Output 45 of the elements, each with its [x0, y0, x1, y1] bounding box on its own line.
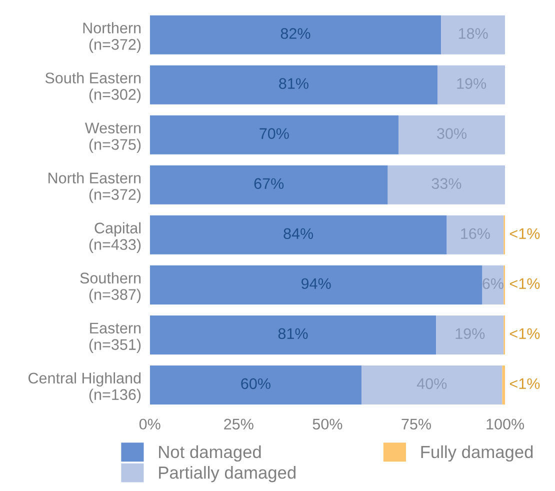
data-label: 94%	[302, 278, 331, 290]
data-label: 82%	[280, 28, 310, 39]
data-label: 67%	[254, 178, 284, 189]
bar	[150, 15, 442, 54]
bar	[150, 315, 436, 354]
data-label: <1%	[510, 328, 540, 339]
y-tick-label: Capital (n=433)	[89, 222, 141, 253]
y-tick-label: Northern (n=372)	[83, 22, 141, 53]
y-tick-label: Southern (n=387)	[80, 272, 141, 303]
data-label: <1%	[510, 378, 540, 390]
data-label: <1%	[510, 278, 540, 289]
bar	[502, 365, 506, 404]
y-tick-label: South Eastern (n=302)	[45, 72, 141, 103]
legend-label: Partially damaged	[159, 466, 296, 482]
bar	[150, 215, 447, 254]
data-label: 81%	[279, 78, 308, 89]
y-tick-label: Eastern (n=351)	[89, 322, 141, 353]
x-tick-label: 50%	[312, 418, 342, 430]
legend-label: Not damaged	[159, 445, 261, 462]
legend-label: Fully damaged	[421, 445, 533, 462]
bar	[150, 115, 398, 154]
bar	[150, 65, 438, 104]
data-label: 60%	[241, 378, 270, 390]
y-tick-label: Western (n=375)	[84, 122, 141, 153]
y-tick-label: Central Highland (n=136)	[28, 372, 141, 404]
bar	[150, 265, 482, 304]
data-label: 84%	[284, 228, 314, 240]
bar	[482, 265, 504, 304]
x-tick-label: 100%	[486, 418, 524, 430]
bar	[441, 15, 506, 54]
x-tick-label: 25%	[224, 418, 254, 430]
data-label: <1%	[510, 228, 540, 239]
bar	[150, 365, 362, 404]
y-tick-label: North Eastern (n=372)	[48, 172, 141, 203]
bar	[388, 165, 506, 204]
bar	[362, 365, 502, 404]
bar	[436, 315, 504, 354]
bar	[150, 165, 388, 204]
data-label: 81%	[278, 328, 308, 340]
data-label: 70%	[260, 128, 289, 139]
x-tick-label: 0%	[139, 418, 160, 430]
bar	[398, 115, 506, 154]
bar	[438, 65, 506, 104]
bar	[446, 215, 504, 254]
x-tick-label: 75%	[402, 418, 431, 430]
